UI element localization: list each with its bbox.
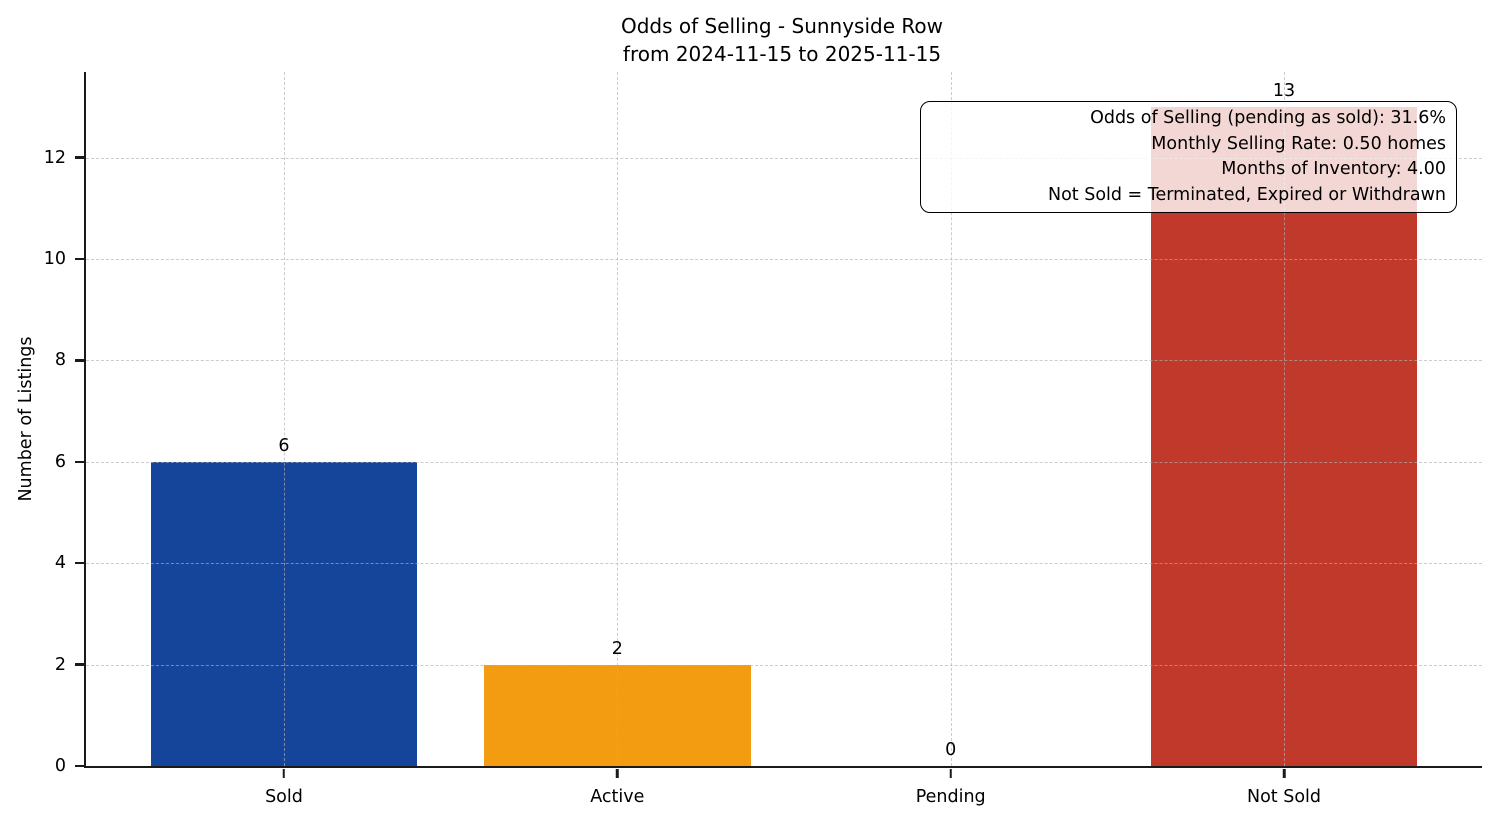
x-tick-label: Not Sold [1247,787,1322,807]
x-tick-label: Pending [915,787,986,807]
x-tick-label: Active [590,787,645,807]
y-tick-mark [74,156,84,159]
y-tick-label: 2 [54,654,66,675]
x-tick-mark [1282,768,1286,778]
y-tick-label: 10 [43,249,66,270]
bar-sold [150,461,418,766]
chart-title-line1: Odds of Selling - Sunnyside Row [620,14,943,38]
y-tick-label: 0 [54,756,66,776]
annotation-not-sold-definition: Not Sold = Terminated, Expired or Withdr… [1047,184,1446,205]
x-tick-label: Sold [265,787,303,807]
y-tick-mark [74,359,84,362]
bar-value-label: 13 [1272,80,1296,101]
y-tick-mark [74,764,84,768]
annotation-months-of-inventory: Months of Inventory: 4.00 [1221,159,1446,180]
y-tick-mark [74,561,84,565]
bar-not-sold [1150,106,1418,766]
chart-title: Odds of Selling - Sunnyside Row from 202… [84,12,1480,68]
x-tick-mark [949,768,952,778]
bar-active [483,664,751,766]
chart-title-line2: from 2024-11-15 to 2025-11-15 [622,42,942,66]
gridline-vertical [617,72,619,766]
y-tick-label: 12 [43,147,66,168]
annotation-monthly-selling-rate: Monthly Selling Rate: 0.50 homes [1151,133,1446,154]
x-tick-mark [282,768,286,778]
y-tick-mark [74,257,84,261]
annotation-odds-of-selling: Odds of Selling (pending as sold): 31.6% [1090,108,1446,128]
y-tick-mark [74,460,84,464]
y-tick-label: 8 [54,350,66,371]
y-tick-mark [74,663,84,666]
y-tick-label: 6 [54,451,66,472]
bar-value-label: 2 [611,638,623,659]
stats-annotation-box: Odds of Selling (pending as sold): 31.6%… [920,101,1457,213]
y-tick-label: 4 [54,553,66,574]
plot-area: 0 2 4 6 8 10 12 6 Sold 2 Active 0 Pending 13 Not Sold [44,72,1482,807]
bar-value-label: 6 [278,435,290,456]
x-tick-mark [616,768,619,778]
bar-value-label: 0 [945,740,957,760]
